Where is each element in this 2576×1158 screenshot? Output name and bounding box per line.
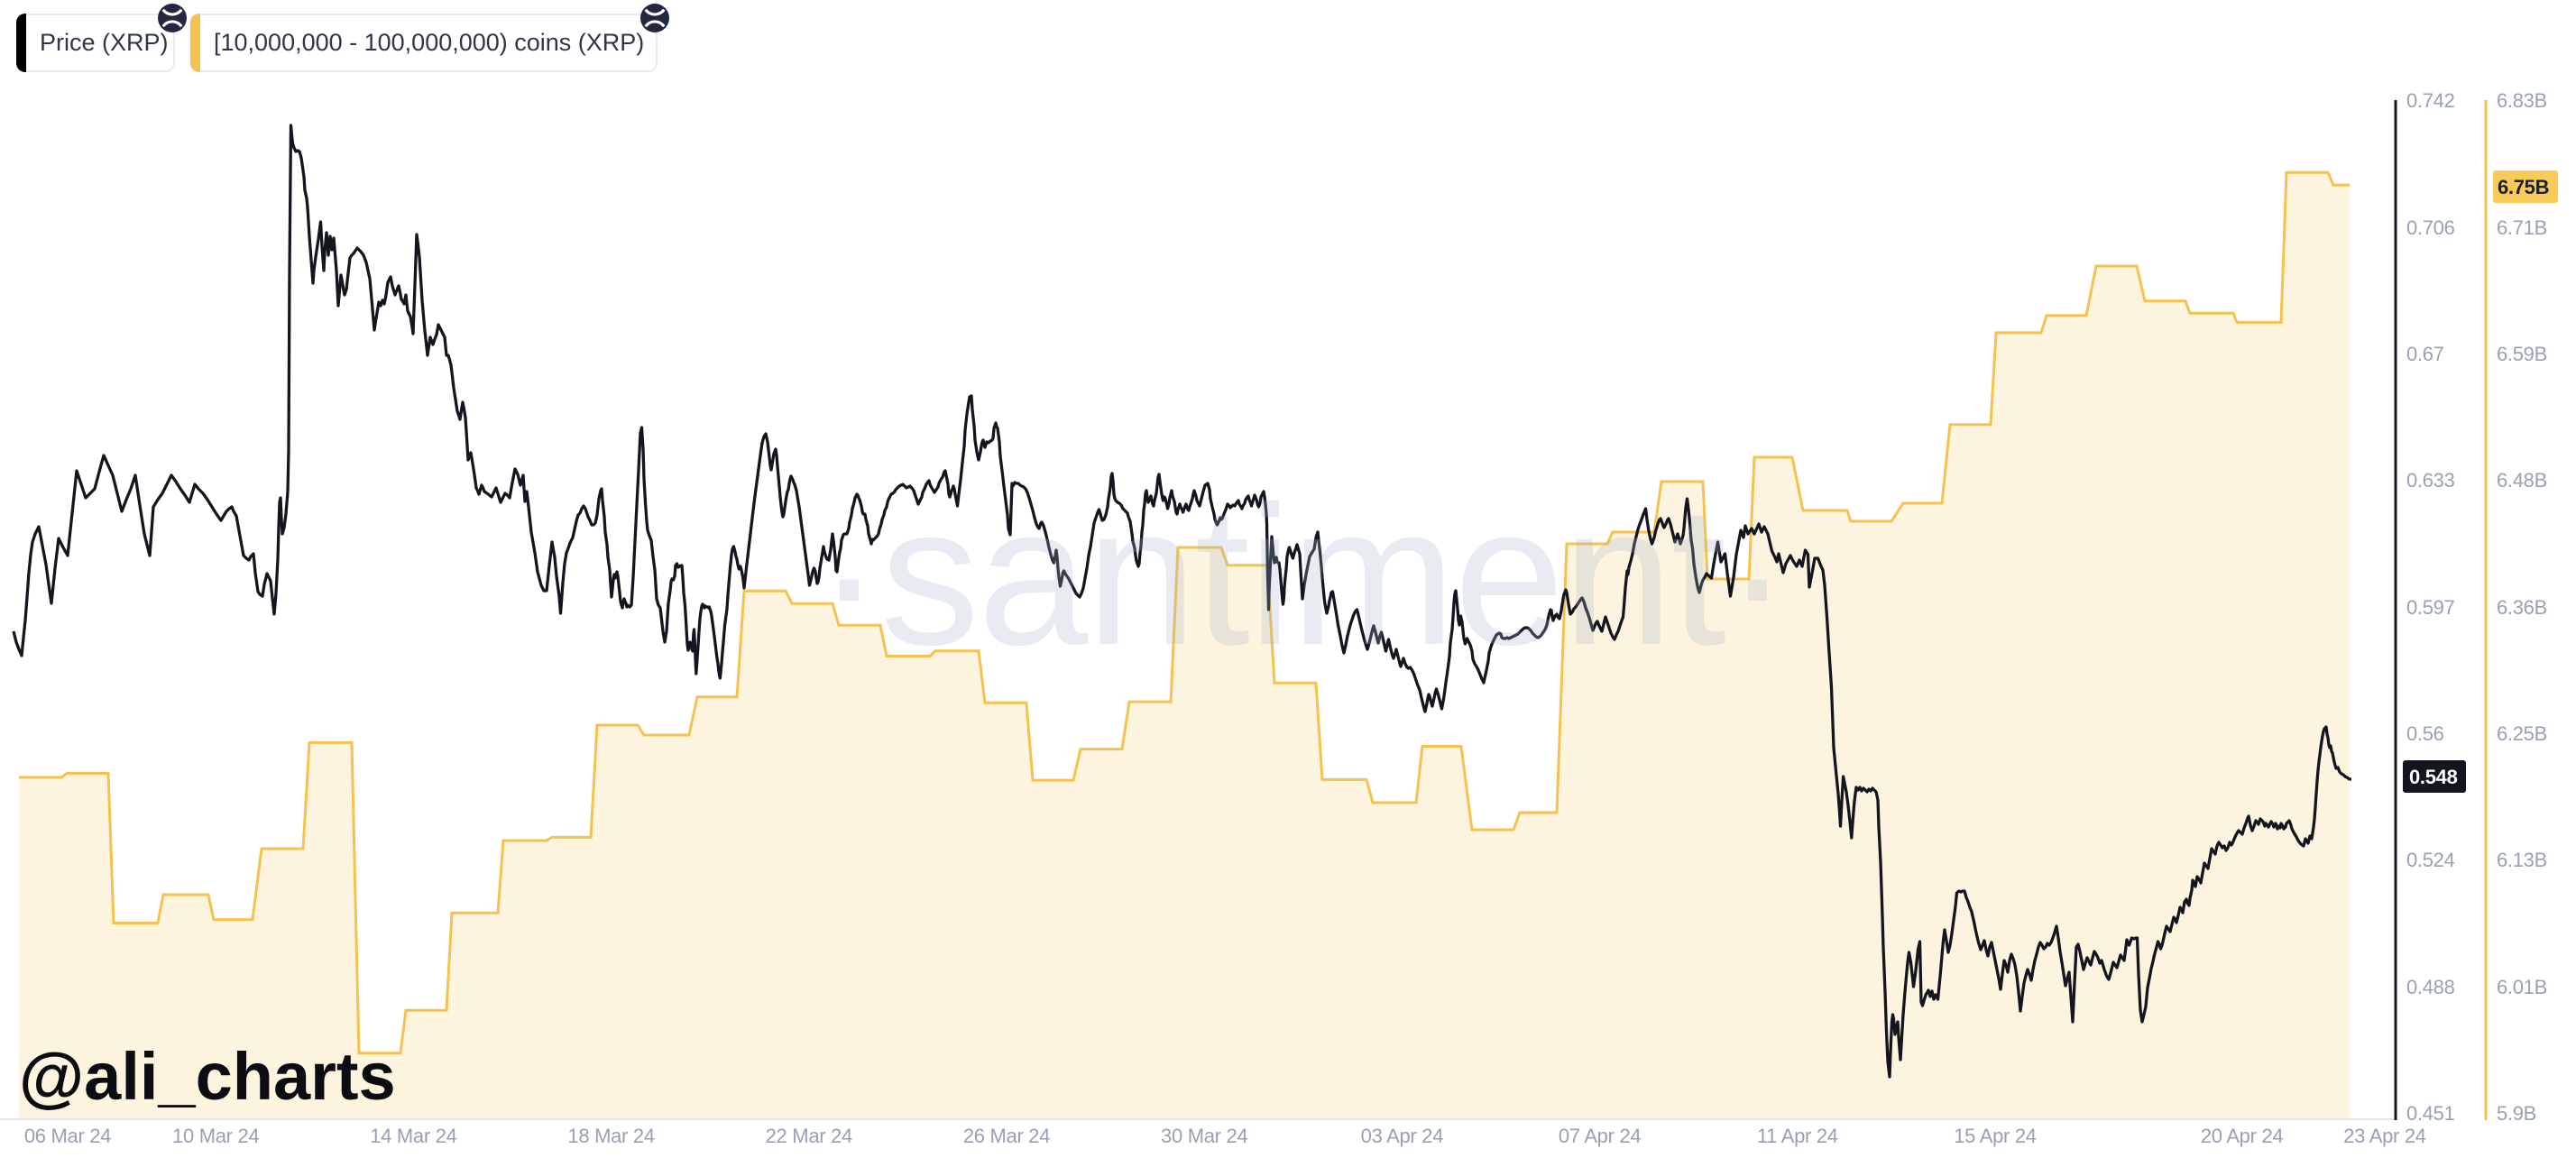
svg-text:11 Apr 24: 11 Apr 24: [1757, 1125, 1838, 1147]
svg-text:6.83B: 6.83B: [2497, 89, 2547, 112]
svg-text:0.67: 0.67: [2406, 343, 2444, 365]
svg-text:0.524: 0.524: [2406, 849, 2455, 871]
svg-text:6.75B: 6.75B: [2498, 176, 2549, 198]
svg-text:6.59B: 6.59B: [2497, 343, 2547, 365]
svg-text:06 Mar 24: 06 Mar 24: [24, 1125, 111, 1147]
svg-text:6.13B: 6.13B: [2497, 849, 2547, 871]
svg-text:14 Mar 24: 14 Mar 24: [370, 1125, 456, 1147]
svg-text:26 Mar 24: 26 Mar 24: [963, 1125, 1050, 1147]
svg-text:5.9B: 5.9B: [2497, 1102, 2536, 1125]
svg-text:30 Mar 24: 30 Mar 24: [1161, 1125, 1247, 1147]
svg-text:6.48B: 6.48B: [2497, 469, 2547, 492]
svg-text:0.488: 0.488: [2406, 976, 2455, 998]
svg-text:23 Apr 24: 23 Apr 24: [2343, 1125, 2426, 1147]
svg-text:0.597: 0.597: [2406, 596, 2455, 619]
svg-text:10 Mar 24: 10 Mar 24: [172, 1125, 259, 1147]
svg-text:0.56: 0.56: [2406, 722, 2444, 745]
svg-text:0.451: 0.451: [2406, 1102, 2455, 1125]
svg-text:0.742: 0.742: [2406, 89, 2455, 112]
svg-text:0.633: 0.633: [2406, 469, 2455, 492]
svg-text:18 Mar 24: 18 Mar 24: [567, 1125, 654, 1147]
svg-text:6.01B: 6.01B: [2497, 976, 2547, 998]
svg-text:15 Apr 24: 15 Apr 24: [1954, 1125, 2037, 1147]
svg-text:0.706: 0.706: [2406, 216, 2455, 239]
svg-text:20 Apr 24: 20 Apr 24: [2201, 1125, 2284, 1147]
svg-text:22 Mar 24: 22 Mar 24: [766, 1125, 852, 1147]
svg-text:03 Apr 24: 03 Apr 24: [1361, 1125, 1444, 1147]
svg-text:07 Apr 24: 07 Apr 24: [1559, 1125, 1642, 1147]
svg-text:6.71B: 6.71B: [2497, 216, 2547, 239]
svg-text:0.548: 0.548: [2409, 766, 2458, 788]
svg-text:6.36B: 6.36B: [2497, 596, 2547, 619]
svg-text:6.25B: 6.25B: [2497, 722, 2547, 745]
